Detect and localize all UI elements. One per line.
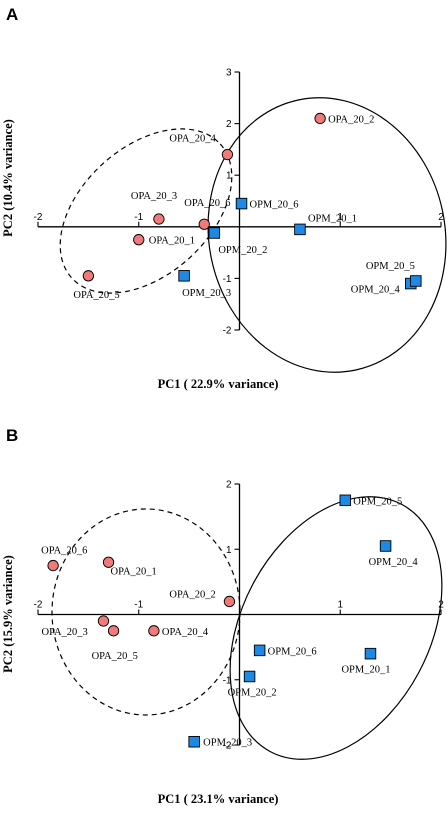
opa-point [107, 625, 120, 637]
x-tick-label: -2 [34, 212, 43, 223]
y-tick-label: -1 [223, 675, 232, 686]
panel-a: A -2 -1 1 2 -2 -1 1 2 3 OPA_20_1 OPA_20_2 OPA_20_3 OP… [1, 5, 447, 391]
y-tick-label: 2 [226, 119, 232, 130]
point-label: OPM_20_4 [351, 285, 401, 296]
point-label: OPA_20_6 [184, 198, 230, 209]
x-tick-label: -1 [134, 600, 143, 611]
panel-b: B -2 -1 1 2 -2 -1 1 2 OPA_20_1 OPA_20_2 OPA_20_3 OPA… [1, 426, 444, 806]
y-tick-label: 1 [226, 171, 232, 182]
x-axis-title: PC1 ( 22.9% variance) [158, 377, 279, 391]
panel-letter: A [6, 5, 18, 24]
point-label: OPM_20_6 [250, 200, 299, 211]
point-label: OPM_20_2 [218, 245, 267, 256]
point-label: OPM_20_1 [341, 665, 390, 676]
x-axis-title: PC1 ( 23.1% variance) [158, 792, 279, 806]
point-label: OPA_20_4 [169, 134, 216, 145]
opm-point [188, 735, 200, 748]
x-tick-label: 2 [438, 212, 444, 223]
point-label: OPA_20_5 [92, 651, 138, 662]
opa-point [153, 213, 165, 225]
x-tick-label: -1 [134, 212, 143, 223]
point-label: OPA_20_5 [73, 290, 119, 301]
point-label: OPA_20_6 [41, 546, 87, 557]
opa-group-ellipse [51, 508, 241, 716]
opa-point [198, 218, 210, 230]
point-label: OPA_20_4 [162, 627, 209, 638]
y-tick-label: -2 [223, 741, 232, 752]
y-tick-label: 1 [226, 545, 232, 556]
point-label: OPA_20_2 [169, 589, 215, 600]
opa-point [314, 112, 326, 125]
opa-point [82, 270, 95, 282]
opa-point [97, 615, 110, 627]
point-label: OPM_20_3 [182, 288, 231, 299]
point-label: OPM_20_5 [366, 261, 415, 272]
opa-point [221, 148, 234, 161]
opm-point [208, 227, 221, 239]
opa-point [102, 556, 115, 568]
point-label: OPA_20_1 [111, 566, 157, 577]
y-tick-label: 3 [226, 68, 232, 79]
point-label: OPA_20_2 [328, 114, 374, 125]
opm-point [243, 670, 256, 683]
y-tick-label: -2 [223, 326, 232, 337]
x-tick-label: 1 [337, 600, 343, 611]
x-tick-label: 2 [438, 600, 444, 611]
x-tick-label: 1 [337, 212, 343, 223]
point-label: OPA_20_1 [149, 236, 195, 247]
x-tick-label: -2 [34, 600, 43, 611]
point-label: OPM_20_5 [353, 496, 402, 507]
y-axis-title: PC2 (15.9% variance) [1, 555, 15, 673]
point-label: OPM_20_6 [268, 646, 317, 657]
point-label: OPM_20_1 [308, 213, 357, 224]
y-tick-label: -1 [223, 274, 232, 285]
point-label: OPM_20_2 [228, 687, 277, 698]
opm-point [339, 494, 352, 507]
opa-point [133, 234, 145, 246]
opm-point [364, 647, 377, 660]
y-axis-title: PC2 (10.4% variance) [1, 119, 15, 237]
opa-point [148, 625, 160, 637]
opm-point [410, 275, 422, 287]
opm-point [235, 197, 248, 210]
panel-letter: B [6, 426, 18, 445]
opm-point [379, 540, 392, 552]
opm-point [178, 270, 190, 282]
opa-group-ellipse [59, 128, 233, 294]
opa-point [47, 559, 59, 572]
opm-group-ellipse [229, 496, 443, 760]
opm-point [253, 644, 266, 657]
opa-point [223, 595, 236, 608]
y-tick-label: 2 [226, 480, 232, 491]
point-label: OPM_20_4 [369, 557, 419, 568]
opm-group-ellipse [207, 97, 447, 373]
point-label: OPA_20_3 [131, 191, 177, 202]
point-label: OPM_20_3 [203, 738, 252, 749]
opm-point [294, 223, 306, 236]
point-label: OPA_20_3 [41, 627, 87, 638]
